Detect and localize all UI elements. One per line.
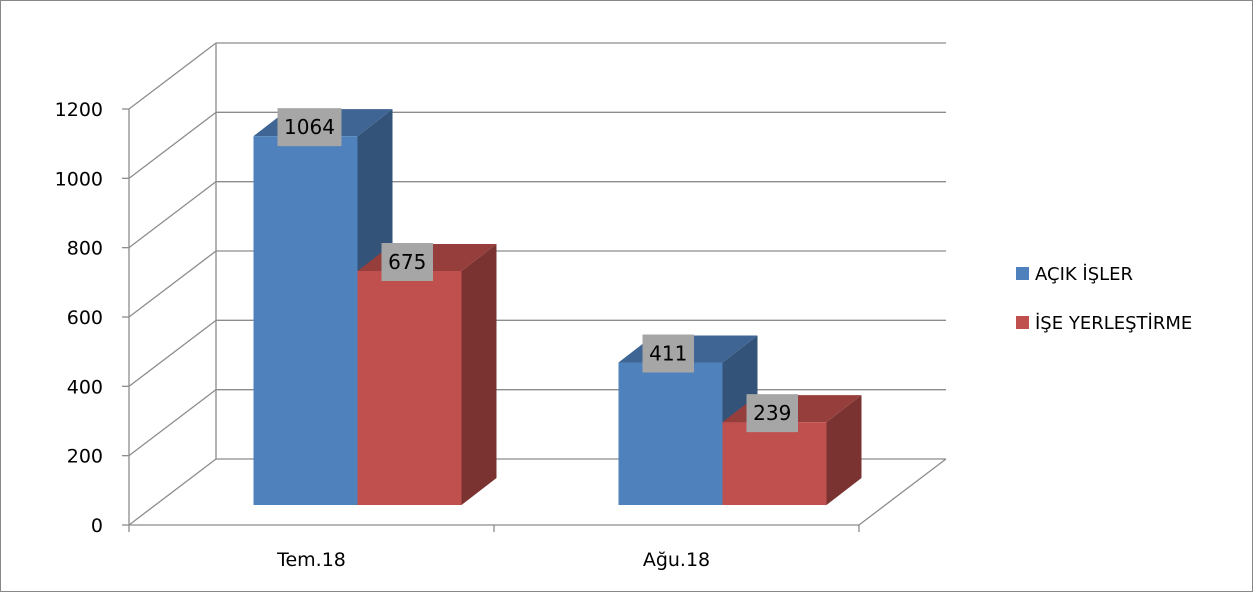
bar-front-face xyxy=(253,136,358,505)
data-label: 1064 xyxy=(277,108,342,147)
data-label-box xyxy=(642,334,694,373)
data-label-text: 1064 xyxy=(284,115,335,139)
y-tick-label: 1000 xyxy=(55,168,103,190)
gridline-side xyxy=(128,181,217,249)
legend: AÇIK İŞLER İŞE YERLEŞTİRME xyxy=(1016,264,1192,334)
x-tick-label: Tem.18 xyxy=(276,549,346,571)
gridline-side xyxy=(128,319,217,387)
y-tick-label: 1200 xyxy=(55,99,103,121)
bar-front-face xyxy=(618,362,723,505)
data-label-box xyxy=(381,243,433,281)
gridline-side xyxy=(128,111,217,179)
gridline-side xyxy=(128,458,217,526)
axes: 0 200 400 600 800 1000 1200 Tem.18 Ağu.18 xyxy=(55,99,860,571)
data-label-text: 239 xyxy=(753,401,791,425)
bar-side-face xyxy=(461,244,497,505)
floor-right-edge xyxy=(858,458,947,526)
data-labels: 1064 675 411 239 xyxy=(277,108,798,433)
data-label: 675 xyxy=(381,243,433,281)
y-tick-label: 0 xyxy=(91,515,103,537)
y-tick-label: 800 xyxy=(67,238,103,260)
gridline-side xyxy=(128,389,217,457)
legend-swatch xyxy=(1016,316,1029,329)
bar-side-face xyxy=(826,395,862,505)
legend-item: İŞE YERLEŞTİRME xyxy=(1016,313,1192,334)
bar-front-face xyxy=(722,422,827,505)
legend-label: AÇIK İŞLER xyxy=(1035,264,1133,285)
legend-swatch xyxy=(1016,267,1029,280)
data-label-box xyxy=(277,108,342,147)
y-tick-label: 600 xyxy=(67,307,103,329)
y-tick-label: 200 xyxy=(67,446,103,468)
legend-item: AÇIK İŞLER xyxy=(1016,264,1133,285)
x-tick-label: Ağu.18 xyxy=(643,549,710,571)
bar xyxy=(357,244,497,505)
y-tick-label: 400 xyxy=(67,376,103,398)
bar-front-face xyxy=(357,271,462,505)
gridline-side xyxy=(128,250,217,318)
gridline-side xyxy=(128,42,217,110)
bars xyxy=(253,109,862,505)
data-label-box xyxy=(746,394,798,433)
data-label: 239 xyxy=(746,394,798,433)
legend-label: İŞE YERLEŞTİRME xyxy=(1035,313,1192,334)
data-label-text: 675 xyxy=(388,250,426,274)
data-label: 411 xyxy=(642,334,694,373)
data-label-text: 411 xyxy=(649,342,687,366)
